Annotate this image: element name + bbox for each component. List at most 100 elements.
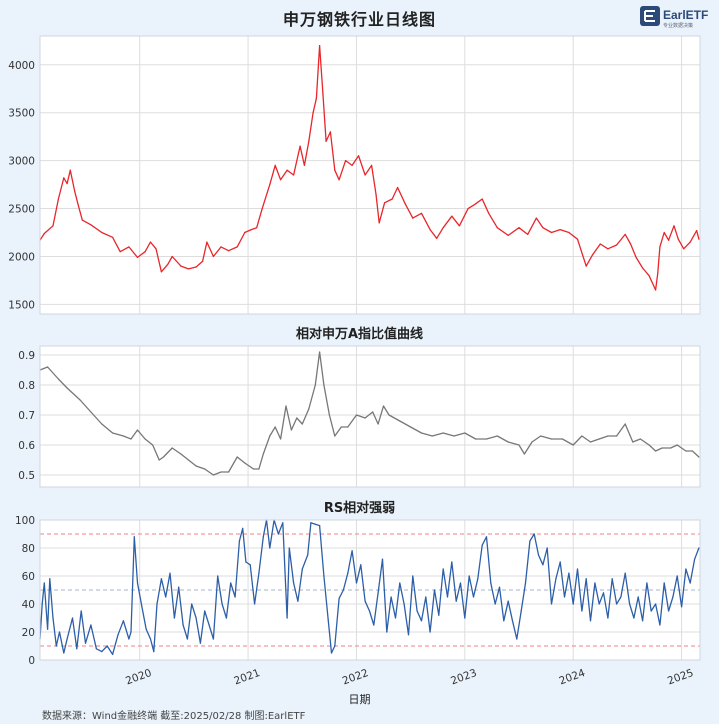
data-point (475, 438, 477, 440)
data-point (410, 426, 412, 428)
data-point (594, 582, 596, 584)
data-point (169, 572, 171, 574)
data-point (297, 600, 299, 602)
data-point (234, 596, 236, 598)
data-point (691, 450, 694, 452)
data-point (221, 603, 223, 605)
logo-e-mark (644, 10, 655, 22)
data-point (152, 444, 154, 446)
data-point (629, 603, 631, 605)
data-point (377, 592, 379, 594)
data-point (347, 426, 349, 428)
data-point (307, 554, 309, 556)
data-point (364, 417, 366, 419)
data-point (657, 273, 659, 275)
data-point (141, 606, 143, 608)
data-point (144, 438, 146, 440)
data-point (81, 219, 83, 221)
data-point (128, 246, 130, 248)
data-point (498, 586, 501, 588)
plot-frame (39, 519, 701, 661)
data-point (496, 435, 498, 437)
data-point (296, 417, 298, 419)
data-point (485, 536, 488, 538)
data-point (76, 648, 78, 650)
data-point (581, 435, 583, 437)
data-point (464, 432, 466, 434)
data-point (416, 610, 418, 612)
y-tick-label: 3000 (8, 156, 35, 168)
data-point (683, 248, 685, 250)
y-tick-label: 4000 (8, 60, 35, 72)
data-point (661, 447, 663, 449)
data-point (639, 438, 642, 440)
data-point (325, 140, 327, 142)
data-point (236, 456, 238, 458)
data-point (663, 231, 665, 234)
data-point (47, 366, 49, 368)
data-point (648, 444, 650, 446)
data-point (180, 453, 182, 455)
data-point (249, 564, 251, 566)
data-point (650, 610, 652, 612)
data-point (340, 426, 342, 428)
data-point (290, 429, 292, 431)
data-point (637, 596, 639, 598)
data-point (420, 432, 423, 434)
data-point (180, 265, 182, 267)
data-point (527, 233, 529, 235)
data-point (464, 617, 466, 619)
data-point (561, 438, 564, 440)
data-point (187, 459, 190, 461)
data-point (442, 568, 444, 570)
data-point (130, 631, 132, 633)
data-point (698, 547, 700, 549)
data-point (616, 435, 618, 437)
data-point (453, 435, 455, 437)
data-point (258, 468, 260, 470)
data-point (58, 631, 61, 633)
source-note: 数据来源：Wind金融终端 截至:2025/02/28 制图:EarlETF (42, 711, 306, 722)
data-point (186, 638, 188, 640)
data-point (310, 522, 312, 524)
data-point (128, 638, 130, 640)
data-point (572, 444, 574, 446)
data-point (420, 620, 423, 622)
data-point (442, 432, 444, 434)
data-point (323, 575, 325, 577)
data-point (589, 620, 592, 622)
data-point (171, 447, 173, 449)
data-point (212, 474, 214, 476)
data-point (112, 653, 114, 656)
data-point (382, 405, 385, 407)
data-point (616, 603, 618, 605)
data-point (254, 603, 256, 605)
data-point (206, 241, 208, 243)
logo-text: EarlETF (663, 8, 708, 22)
data-point (438, 614, 440, 616)
y-tick-label: 3500 (8, 108, 35, 120)
data-point (381, 558, 384, 560)
data-point (633, 617, 635, 619)
data-point (676, 575, 678, 577)
data-point (217, 575, 219, 577)
data-point (171, 255, 173, 258)
data-point (518, 227, 520, 229)
data-point (43, 582, 45, 584)
data-point (576, 568, 579, 570)
y-tick-label: 0.8 (18, 380, 35, 392)
data-point (274, 164, 276, 166)
data-point (431, 435, 433, 437)
data-point (250, 229, 252, 231)
data-point (90, 624, 92, 626)
data-point (386, 631, 388, 633)
data-point (342, 589, 344, 591)
data-point (655, 289, 657, 291)
data-point (122, 620, 124, 622)
data-point (368, 610, 371, 612)
data-point (520, 610, 522, 612)
data-point (195, 465, 197, 467)
data-point (397, 186, 399, 189)
data-point (607, 617, 609, 619)
data-point (280, 438, 282, 440)
